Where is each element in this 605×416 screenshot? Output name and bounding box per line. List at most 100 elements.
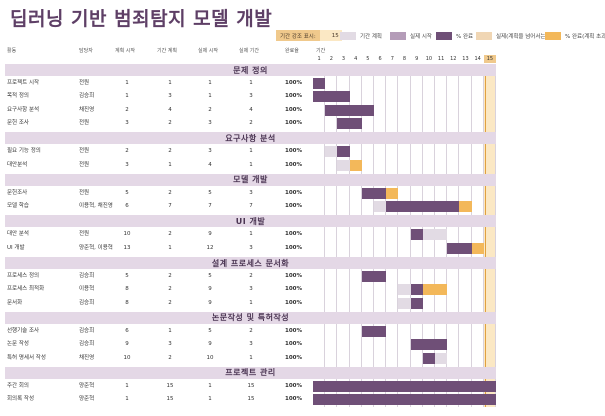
task-plan-duration: 2	[168, 148, 172, 155]
task-name: UI 개발	[7, 244, 25, 251]
task-row[interactable]: 대안분석 전원 3 1 4 1 100%	[5, 159, 313, 172]
task-owner: 전원	[79, 231, 90, 238]
task-row[interactable]: 필요 기능 정의 전원 2 2 3 1 100%	[5, 145, 313, 158]
task-owner: 김승희	[79, 273, 95, 279]
task-plan-duration: 15	[166, 382, 174, 389]
task-plan-start: 13	[123, 244, 131, 251]
task-plan-duration: 2	[168, 299, 172, 306]
period-column	[459, 64, 472, 407]
complete-over-bar	[459, 201, 472, 213]
task-plan-duration: 2	[168, 273, 172, 279]
task-plan-start: 1	[125, 80, 129, 86]
task-actual-duration: 1	[249, 231, 253, 238]
task-name: 문헌 조사	[7, 119, 29, 126]
task-owner: 채진영	[79, 354, 95, 361]
task-actual-start: 12	[206, 244, 214, 251]
task-row[interactable]: 프로세스 정의 김승희 5 2 5 2 100%	[5, 270, 313, 283]
task-owner: 양준혁	[79, 396, 95, 403]
task-row[interactable]: 문헌조사 전원 5 2 5 3 100%	[5, 187, 313, 200]
task-actual-start: 1	[208, 80, 212, 86]
complete-bar	[361, 187, 387, 199]
legend-complete-over-swatch	[545, 31, 561, 40]
period-column	[313, 64, 326, 407]
task-plan-start: 2	[125, 106, 129, 113]
task-row[interactable]: 논문 작성 김승희 9 3 9 3 100%	[5, 338, 313, 351]
header-percent-complete: 완료율	[285, 48, 299, 54]
complete-over-bar	[471, 242, 484, 254]
task-percent-complete: 100%	[285, 231, 302, 238]
task-row[interactable]: 회의록 작성 양준혁 1 15 1 15 100%	[5, 393, 313, 406]
period-number: 1	[317, 56, 321, 62]
task-actual-duration: 3	[249, 93, 253, 100]
task-owner: 김승희	[79, 327, 95, 334]
task-row[interactable]: UI 개발 양준혁, 이용혁 13 1 12 3 100%	[5, 242, 313, 255]
task-percent-complete: 100%	[285, 286, 302, 293]
task-actual-start: 5	[208, 327, 212, 334]
task-owner: 김승희	[79, 93, 95, 100]
task-plan-duration: 2	[168, 286, 172, 293]
task-percent-complete: 100%	[285, 273, 302, 279]
task-name: 대안분석	[7, 161, 28, 168]
task-percent-complete: 100%	[285, 341, 302, 348]
task-row[interactable]: 주간 회의 양준혁 1 15 1 15 100%	[5, 380, 313, 393]
task-plan-start: 3	[125, 119, 129, 126]
task-plan-duration: 3	[168, 341, 172, 348]
task-actual-start: 3	[208, 119, 212, 126]
task-row[interactable]: 문서화 김승희 8 2 9 1 100%	[5, 297, 313, 310]
task-plan-start: 5	[125, 273, 129, 279]
complete-bar	[313, 78, 326, 89]
task-percent-complete: 100%	[285, 148, 302, 155]
task-actual-start: 1	[208, 382, 212, 389]
task-percent-complete: 100%	[285, 80, 302, 86]
section-header: 설계 프로세스 문서화	[5, 257, 496, 269]
task-percent-complete: 100%	[285, 119, 302, 126]
task-owner: 김승희	[79, 341, 95, 348]
task-actual-start: 2	[208, 106, 212, 113]
task-row[interactable]: 특허 명세서 작성 채진영 10 2 10 1 100%	[5, 352, 313, 365]
legend-beyond-label: 실제(계획을 넘어서는)	[496, 33, 548, 40]
header-activity: 활동	[7, 48, 17, 54]
task-row[interactable]: 요구사항 분석 채진영 2 4 2 4 100%	[5, 104, 313, 117]
period-highlight-input[interactable]: 15	[319, 30, 342, 41]
task-owner: 전원	[79, 189, 90, 196]
task-actual-start: 7	[208, 203, 212, 210]
task-name: 요구사항 분석	[7, 106, 40, 113]
task-plan-start: 3	[125, 161, 129, 168]
task-plan-start: 9	[125, 341, 129, 348]
period-highlight-control[interactable]: 기간 강조 표시: 15	[276, 30, 342, 41]
task-row[interactable]: 대안 분석 전원 10 2 9 1 100%	[5, 228, 313, 241]
period-number: 7	[390, 56, 394, 62]
task-owner: 김승희	[79, 299, 95, 306]
legend-complete-swatch	[436, 31, 452, 40]
task-row[interactable]: 프로젝트 시작 전원 1 1 1 1 100%	[5, 77, 313, 90]
task-plan-duration: 1	[168, 161, 172, 168]
task-actual-duration: 15	[247, 396, 255, 403]
period-column	[350, 64, 362, 407]
legend-item-complete-over: % 완료(계획 초과)	[545, 30, 605, 41]
task-row[interactable]: 모델 학습 이용혁, 채진영 6 7 7 7 100%	[5, 200, 313, 213]
task-percent-complete: 100%	[285, 396, 302, 403]
task-percent-complete: 100%	[285, 354, 302, 361]
period-number: 2	[329, 56, 333, 62]
page-title: 딥러닝 기반 범죄탐지 모델 개발	[10, 8, 273, 30]
task-plan-duration: 1	[168, 244, 172, 251]
task-row[interactable]: 목적 정의 김승희 1 3 1 3 100%	[5, 90, 313, 103]
task-row[interactable]: 프로세스 최적화 이용혁 8 2 9 3 100%	[5, 283, 313, 296]
legend-plan-label: 기간 계획	[360, 33, 382, 40]
task-row[interactable]: 문헌 조사 전원 3 2 3 2 100%	[5, 117, 313, 130]
task-actual-duration: 7	[249, 203, 253, 210]
task-plan-start: 10	[123, 231, 131, 238]
task-plan-duration: 2	[168, 231, 172, 238]
period-column	[337, 64, 350, 407]
task-actual-duration: 2	[249, 327, 253, 334]
complete-bar	[337, 117, 362, 129]
task-actual-duration: 1	[249, 80, 253, 86]
task-plan-start: 8	[125, 299, 129, 306]
task-name: 프로세스 정의	[7, 273, 40, 279]
task-name: 프로젝트 시작	[7, 80, 40, 86]
task-plan-duration: 3	[168, 93, 172, 100]
task-plan-start: 8	[125, 286, 129, 293]
period-number: 13	[462, 56, 469, 62]
task-row[interactable]: 선행기술 조사 김승희 6 1 5 2 100%	[5, 325, 313, 338]
period-number: 9	[415, 56, 419, 62]
